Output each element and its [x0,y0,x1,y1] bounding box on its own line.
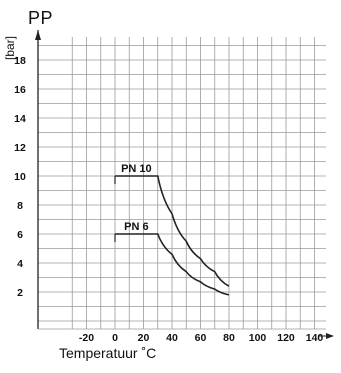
y-tick-label: 16 [14,84,26,96]
y-tick-label: 12 [14,142,26,154]
x-axis-label: Temperatuur ˚C [59,345,157,361]
x-tick-label: 120 [277,332,295,344]
x-tick-label: 100 [249,332,267,344]
series-line-1 [115,233,230,296]
x-tick-label: -20 [79,332,94,344]
y-axis-label: [bar] [3,36,17,60]
series-label-1: PN 6 [124,221,148,233]
x-tick-label: 20 [138,332,150,344]
y-tick-label: 8 [17,200,23,212]
chart-title: PP [28,8,54,28]
x-axis-arrow [326,333,334,339]
x-tick-label: 60 [195,332,207,344]
y-tick-label: 14 [14,113,26,125]
y-tick-label: 2 [17,287,23,299]
x-tick-label: 40 [166,332,178,344]
x-tick-label: 80 [223,332,235,344]
y-tick-label: 18 [14,55,26,67]
series-label-0: PN 10 [121,163,152,175]
x-tick-label: 0 [112,332,118,344]
y-tick-label: 6 [17,229,23,241]
series-line-0 [115,175,230,287]
y-tick-label: 4 [17,258,23,270]
y-tick-label: 10 [14,171,26,183]
x-tick-label: 140 [306,332,324,344]
y-axis-arrow [35,30,41,40]
